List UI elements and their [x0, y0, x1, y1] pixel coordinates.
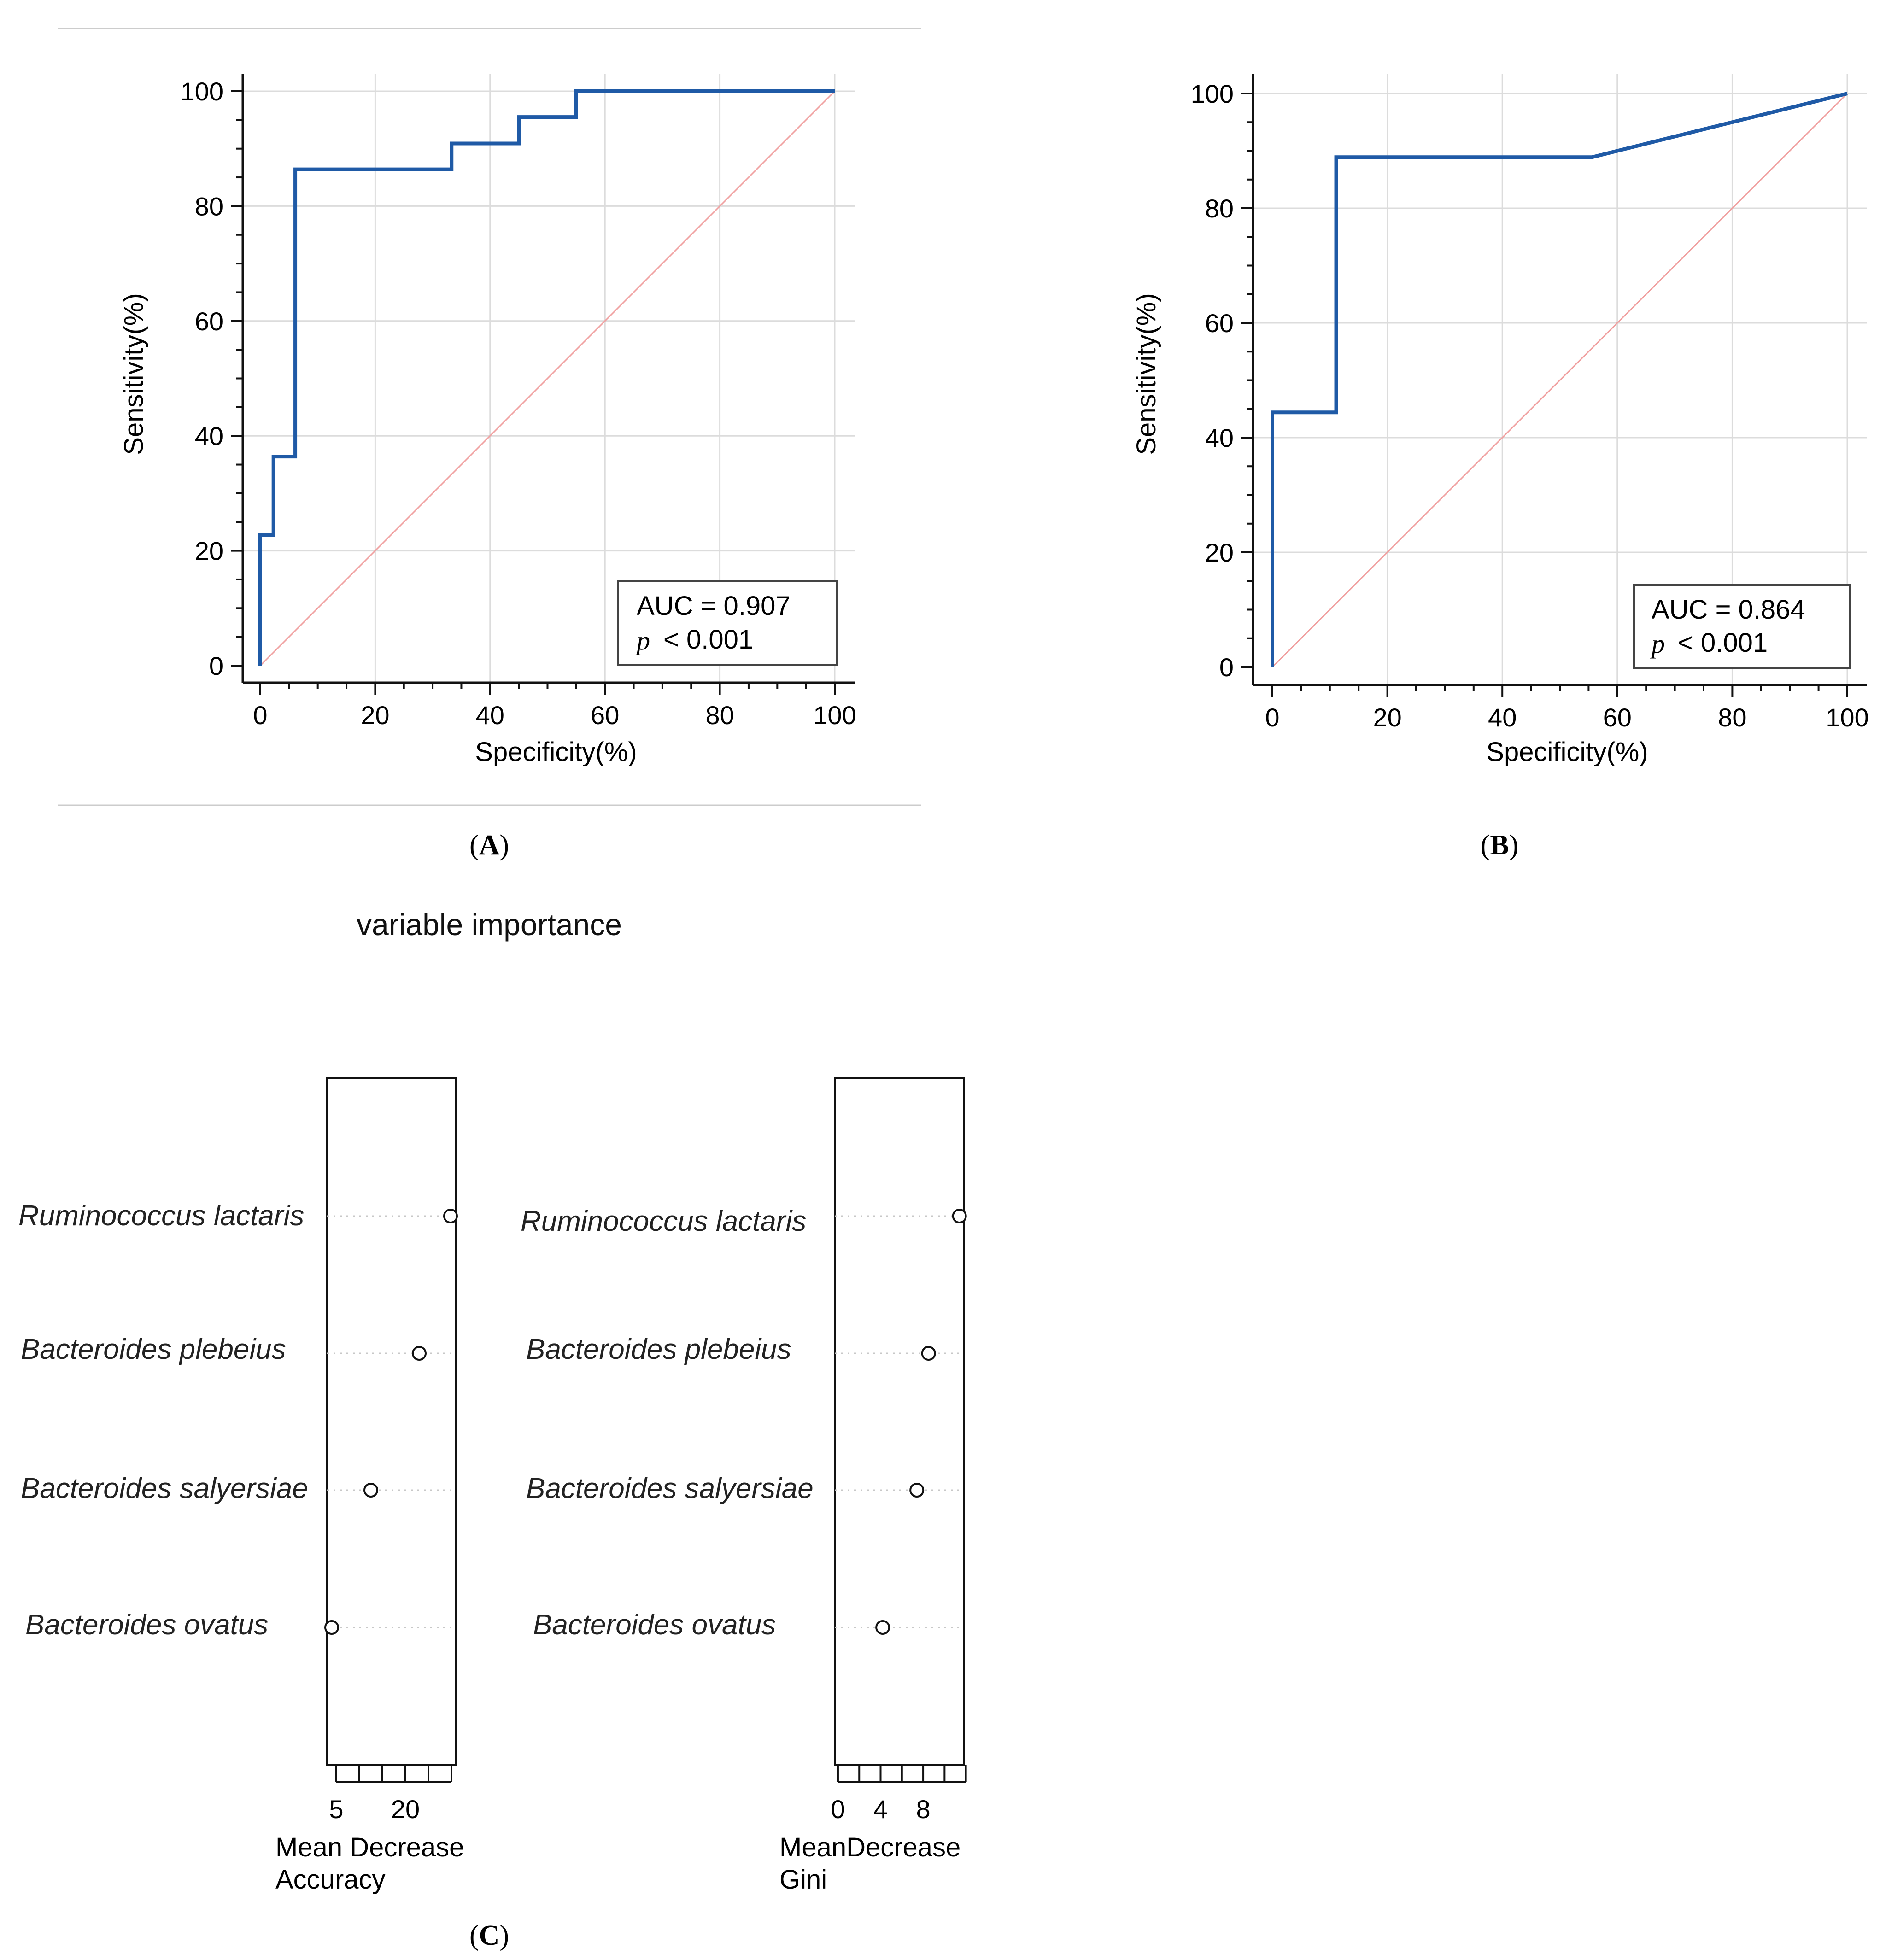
roc-a-auc-box: AUC = 0.907 p < 0.001: [617, 580, 838, 666]
roc-a-y-tick-label-100: 100: [181, 77, 223, 106]
roc-b-y-tick-label-60: 60: [1205, 309, 1234, 338]
dot2-x-tick-label-4: 4: [873, 1795, 888, 1824]
dot2-label-bacteroides-salyersiae: Bacteroides salyersiae: [526, 1473, 814, 1504]
dot2-frame: [834, 1077, 965, 1766]
dot2-point-1: [921, 1346, 936, 1361]
variable-importance-title: variable importance: [357, 907, 622, 942]
roc-b-x-axis-title: Specificity(%): [1486, 737, 1648, 767]
roc-a-x-tick-label-80: 80: [705, 701, 734, 730]
roc-a-tick-labels: 0 20 40 60 80 100 0 20 40 60 80 100: [181, 77, 856, 730]
roc-a-x-tick-label-20: 20: [361, 701, 389, 730]
dot1-label-bacteroides-salyersiae: Bacteroides salyersiae: [21, 1473, 308, 1504]
roc-b-y-tick-label-100: 100: [1191, 79, 1234, 108]
roc-b-y-tick-label-80: 80: [1205, 194, 1234, 223]
roc-b-x-tick-label-40: 40: [1488, 703, 1517, 732]
roc-b-y-tick-label-0: 0: [1219, 653, 1234, 682]
dot1-x-tick-label-20: 20: [391, 1795, 420, 1824]
panel-label-c-letter: C: [479, 1920, 500, 1951]
roc-b-auc-box: AUC = 0.864 p < 0.001: [1633, 584, 1851, 669]
roc-b-y-axis-title: Sensitivity(%): [1131, 293, 1161, 455]
roc-a-auc-box-border: [617, 580, 838, 666]
dot1-point-2: [363, 1483, 378, 1498]
dot1-label-ruminococcus-lactaris: Ruminococcus lactaris: [18, 1200, 304, 1232]
dot2-x-tick-label-8: 8: [916, 1795, 930, 1824]
dot2-point-0: [952, 1209, 967, 1223]
roc-a-reference-line: [259, 90, 836, 667]
dot1-label-bacteroides-ovatus: Bacteroides ovatus: [25, 1609, 268, 1641]
dot2-label-bacteroides-plebeius: Bacteroides plebeius: [526, 1334, 791, 1365]
roc-a-y-tick-label-0: 0: [209, 651, 223, 680]
roc-b-x-tick-label-0: 0: [1265, 703, 1279, 732]
dot1-x-axis-title-line1: Mean Decrease: [275, 1832, 464, 1862]
dot2-x-axis-title-line2: Gini: [779, 1865, 827, 1895]
dot1-point-3: [324, 1620, 339, 1635]
roc-b-auc-text: AUC = 0.864: [1652, 595, 1805, 625]
panel-label-a-letter: A: [479, 830, 500, 861]
roc-b-x-tick-label-80: 80: [1718, 703, 1746, 732]
dot2-x-tick-label-0: 0: [831, 1795, 845, 1824]
roc-a-p-value: < 0.001: [663, 625, 753, 655]
roc-a-y-tick-label-40: 40: [195, 421, 223, 451]
roc-a-y-tick-label-60: 60: [195, 307, 223, 336]
roc-b-axes: [1241, 74, 1867, 697]
roc-a-axes: [231, 74, 855, 695]
roc-b-y-tick-label-20: 20: [1205, 538, 1234, 567]
roc-b-x-tick-label-20: 20: [1373, 703, 1401, 732]
roc-b-x-tick-label-100: 100: [1826, 703, 1868, 732]
roc-b-grid: [1253, 74, 1867, 685]
roc-a-reference-diagonal: [259, 90, 836, 667]
roc-b-p-symbol: p: [1650, 629, 1665, 659]
dotchart-mean-decrease-accuracy: 5 20 Mean Decrease Accuracy: [275, 1077, 464, 1895]
roc-a-x-tick-label-0: 0: [253, 701, 267, 730]
roc-a-y-tick-label-20: 20: [195, 537, 223, 566]
dot1-frame: [326, 1077, 457, 1766]
roc-a-x-tick-label-60: 60: [591, 701, 619, 730]
roc-a-y-axis-title: Sensitivity(%): [119, 293, 149, 455]
roc-a-x-tick-label-40: 40: [476, 701, 504, 730]
roc-b-auc-box-border: [1633, 584, 1851, 669]
dot1-point-0: [443, 1209, 458, 1223]
panel-label-b-letter: B: [1490, 830, 1509, 861]
roc-b-curve-line: [1271, 92, 1848, 667]
roc-b-curve: [1271, 92, 1848, 667]
panel-label-a: (A): [469, 830, 509, 861]
dot2-points: [835, 1209, 967, 1635]
roc-a-p-symbol: p: [635, 626, 650, 655]
roc-a-curve-line: [258, 89, 835, 666]
dot1-x-tick-label-5: 5: [329, 1795, 343, 1824]
dot1-point-1: [412, 1346, 427, 1361]
roc-a-x-axis-title: Specificity(%): [475, 737, 637, 767]
roc-a-x-tick-label-100: 100: [813, 701, 856, 730]
dot2-label-bacteroides-ovatus: Bacteroides ovatus: [533, 1609, 776, 1641]
dot1-ticks: 5 20: [329, 1765, 452, 1824]
roc-a-y-tick-label-80: 80: [195, 192, 223, 221]
roc-b-reference-diagonal: [1271, 93, 1848, 668]
roc-a-grid: [243, 74, 855, 683]
roc-b-tick-labels: 0 20 40 60 80 100 0 20 40 60 80 100: [1191, 79, 1869, 732]
dot2-point-3: [875, 1620, 890, 1635]
dot2-x-axis-title-line1: MeanDecrease: [779, 1832, 960, 1862]
roc-a-curve: [258, 89, 835, 666]
dot1-x-axis-title-line2: Accuracy: [275, 1865, 386, 1895]
roc-b-y-tick-label-40: 40: [1205, 423, 1234, 452]
panel-label-b: (B): [1481, 830, 1519, 861]
roc-a-auc-text: AUC = 0.907: [637, 591, 791, 621]
dot1-points: [324, 1209, 458, 1635]
roc-b-reference-line: [1271, 93, 1848, 668]
dot2-point-2: [909, 1483, 925, 1498]
roc-b-p-value: < 0.001: [1678, 628, 1768, 658]
roc-b-x-tick-label-60: 60: [1603, 703, 1632, 732]
dot1-label-bacteroides-plebeius: Bacteroides plebeius: [21, 1334, 286, 1365]
dot2-label-ruminococcus-lactaris: Ruminococcus lactaris: [521, 1205, 806, 1237]
panel-label-c: (C): [469, 1920, 509, 1951]
